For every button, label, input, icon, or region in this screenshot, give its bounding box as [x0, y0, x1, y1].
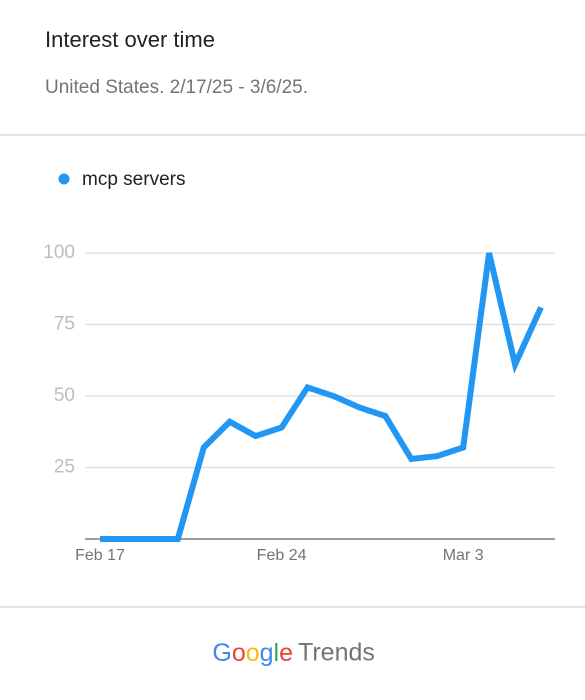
y-tick-label: 75 — [54, 314, 75, 335]
chart-subtitle: United States. 2/17/25 - 3/6/25. — [45, 77, 308, 98]
footer-product: Trends — [298, 639, 375, 667]
series-line — [100, 252, 544, 542]
y-tick-label: 50 — [54, 385, 75, 406]
legend-label: mcp servers — [82, 169, 185, 190]
footer-brand: Google — [212, 639, 293, 667]
x-tick-label: Mar 3 — [443, 547, 484, 564]
y-tick-label: 25 — [54, 457, 75, 478]
legend-marker — [58, 173, 70, 185]
chart-title: Interest over time — [45, 27, 215, 52]
y-tick-label: 100 — [43, 242, 75, 263]
x-tick-label: Feb 17 — [75, 547, 125, 564]
x-tick-label: Feb 24 — [257, 547, 307, 564]
